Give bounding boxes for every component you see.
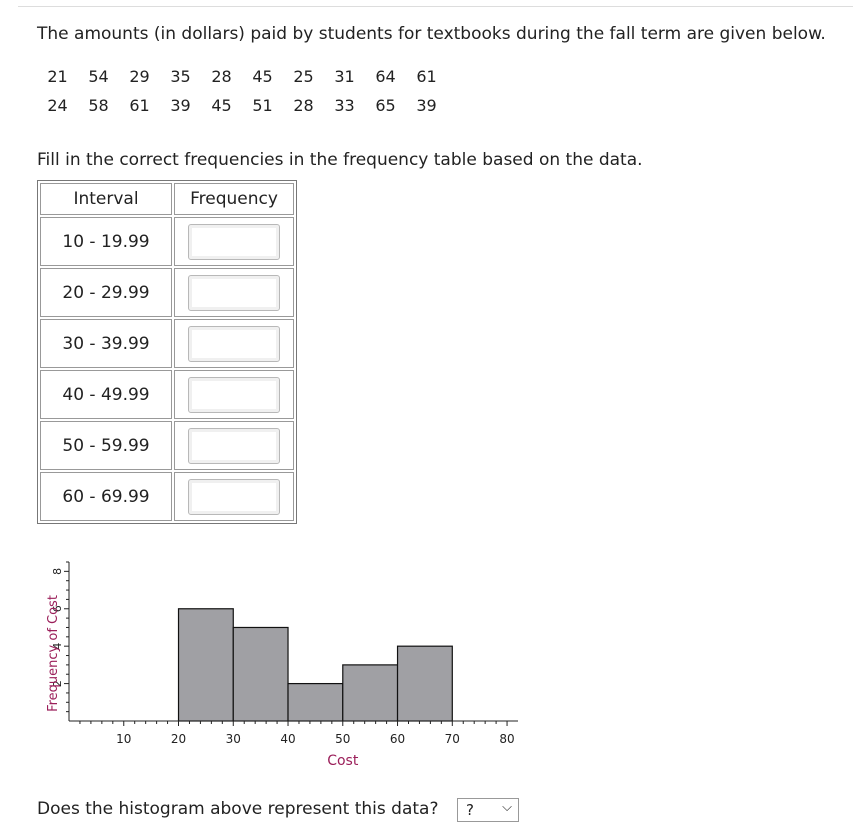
interval-label: 40 - 49.99 <box>40 370 172 419</box>
table-row: 10 - 19.99 <box>40 217 294 266</box>
histogram-chart: 2 4 6 8 10 20 30 40 50 60 70 80 Cost Frequency of Cos… <box>46 561 518 769</box>
x-tick-label: 80 <box>499 732 514 746</box>
frequency-input[interactable] <box>188 478 280 515</box>
interval-label: 30 - 39.99 <box>40 319 172 368</box>
table-row: 20 - 29.99 <box>40 268 294 317</box>
data-row-1: 21 54 29 35 28 45 25 31 64 61 <box>37 62 447 91</box>
question-text: Does the histogram above represent this … <box>37 799 439 819</box>
frequency-input[interactable] <box>188 427 280 464</box>
frequency-cell <box>174 268 294 317</box>
select-value: ? <box>466 801 474 819</box>
x-tick-label: 70 <box>445 732 460 746</box>
frequency-cell <box>174 217 294 266</box>
frequency-cell <box>174 421 294 470</box>
y-tick-label: 2 <box>51 680 64 687</box>
interval-header: Interval <box>40 183 172 215</box>
data-value: 51 <box>252 96 273 115</box>
interval-label: 20 - 29.99 <box>40 268 172 317</box>
x-tick-label: 30 <box>226 732 241 746</box>
histogram-bar <box>177 608 234 722</box>
interval-label: 10 - 19.99 <box>40 217 172 266</box>
data-value: 33 <box>334 96 355 115</box>
frequency-header: Frequency <box>174 183 294 215</box>
data-value: 45 <box>252 67 273 86</box>
top-divider <box>18 6 853 7</box>
y-tick-label: 8 <box>51 568 64 575</box>
x-tick-label: 40 <box>280 732 295 746</box>
data-value: 29 <box>129 67 150 86</box>
chevron-down-icon: ⌵ <box>502 800 512 815</box>
data-value: 39 <box>416 96 437 115</box>
data-value: 39 <box>170 96 191 115</box>
data-value: 54 <box>88 67 109 86</box>
answer-select[interactable]: ? ⌵ <box>457 798 519 822</box>
y-tick-label: 4 <box>51 643 64 650</box>
table-row: 60 - 69.99 <box>40 472 294 521</box>
table-header-row: Interval Frequency <box>40 183 294 215</box>
x-axis-label: Cost <box>327 753 359 769</box>
table-row: 40 - 49.99 <box>40 370 294 419</box>
x-tick-label: 60 <box>390 732 405 746</box>
table-row: 30 - 39.99 <box>40 319 294 368</box>
data-value: 31 <box>334 67 355 86</box>
y-tick-label: 6 <box>51 605 64 612</box>
histogram-bar <box>342 664 399 722</box>
histogram-bar <box>287 682 344 722</box>
y-axis-label: Frequency of Cost <box>46 595 61 712</box>
x-tick-label: 20 <box>171 732 186 746</box>
frequency-input[interactable] <box>188 325 280 362</box>
interval-label: 50 - 59.99 <box>40 421 172 470</box>
data-row-2: 24 58 61 39 45 51 28 33 65 39 <box>37 91 447 120</box>
frequency-cell <box>174 319 294 368</box>
histogram-bar <box>232 626 289 722</box>
data-value: 61 <box>129 96 150 115</box>
table-row: 50 - 59.99 <box>40 421 294 470</box>
frequency-cell <box>174 472 294 521</box>
data-value: 28 <box>211 67 232 86</box>
frequency-input[interactable] <box>188 274 280 311</box>
data-value: 35 <box>170 67 191 86</box>
data-value: 61 <box>416 67 437 86</box>
data-value: 45 <box>211 96 232 115</box>
x-tick-label: 50 <box>335 732 350 746</box>
data-value: 58 <box>88 96 109 115</box>
instruction-text: Fill in the correct frequencies in the f… <box>37 150 643 170</box>
data-value: 28 <box>293 96 314 115</box>
data-value: 24 <box>47 96 68 115</box>
data-value: 65 <box>375 96 396 115</box>
frequency-input[interactable] <box>188 376 280 413</box>
data-values: 21 54 29 35 28 45 25 31 64 61 24 58 61 3… <box>37 62 447 120</box>
frequency-input[interactable] <box>188 223 280 260</box>
intro-text: The amounts (in dollars) paid by student… <box>37 24 826 44</box>
data-value: 64 <box>375 67 396 86</box>
data-value: 25 <box>293 67 314 86</box>
histogram-bar <box>396 645 453 722</box>
interval-label: 60 - 69.99 <box>40 472 172 521</box>
frequency-cell <box>174 370 294 419</box>
x-tick-label: 10 <box>116 732 131 746</box>
data-value: 21 <box>47 67 68 86</box>
frequency-table: Interval Frequency 10 - 19.99 20 - 29.99… <box>37 180 297 524</box>
